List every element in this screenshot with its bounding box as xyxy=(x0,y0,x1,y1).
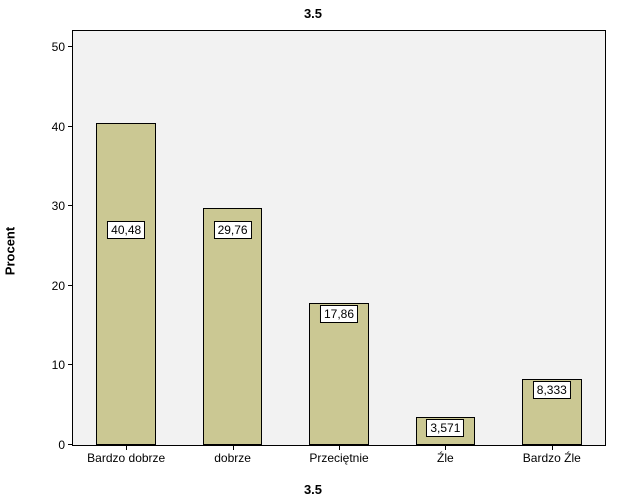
y-tick-label: 10 xyxy=(52,358,73,372)
chart-title: 3.5 xyxy=(0,6,626,21)
x-tick-label: Bardzo dobrze xyxy=(87,445,165,465)
y-tick-mark xyxy=(68,46,73,47)
y-tick-mark xyxy=(68,444,73,445)
y-tick-label: 40 xyxy=(52,120,73,134)
y-tick-label: 0 xyxy=(58,438,73,452)
y-tick-mark xyxy=(68,126,73,127)
y-tick-mark xyxy=(68,364,73,365)
y-tick-label: 50 xyxy=(52,40,73,54)
bar xyxy=(309,303,369,445)
x-tick-label: Źle xyxy=(437,445,454,465)
plot-area: 01020304050Bardzo dobrze40,48dobrze29,76… xyxy=(72,30,606,446)
x-tick-label: dobrze xyxy=(214,445,251,465)
chart-container: 3.5 Procent 01020304050Bardzo dobrze40,4… xyxy=(0,0,626,501)
x-axis-label: 3.5 xyxy=(0,482,626,497)
bar-value-label: 3,571 xyxy=(426,419,464,437)
y-tick-label: 20 xyxy=(52,279,73,293)
y-tick-mark xyxy=(68,205,73,206)
bar xyxy=(96,123,156,445)
y-axis-label: Procent xyxy=(3,226,18,274)
bar-value-label: 17,86 xyxy=(320,305,358,323)
bar-value-label: 40,48 xyxy=(107,221,145,239)
x-tick-label: Przeciętnie xyxy=(309,445,368,465)
x-tick-label: Bardzo Źle xyxy=(523,445,581,465)
y-tick-mark xyxy=(68,285,73,286)
y-tick-label: 30 xyxy=(52,199,73,213)
bar xyxy=(203,208,263,445)
bar-value-label: 29,76 xyxy=(214,221,252,239)
bar-value-label: 8,333 xyxy=(533,381,571,399)
